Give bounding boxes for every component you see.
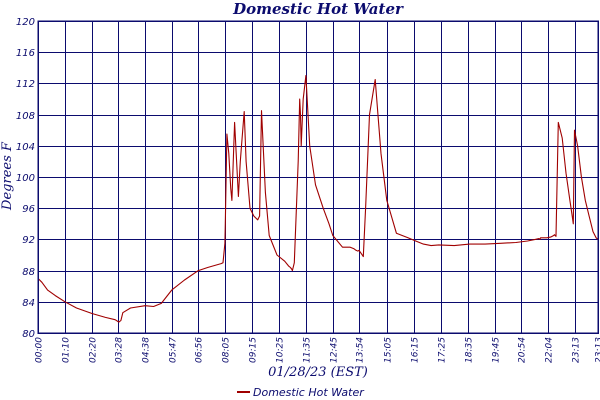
y-tick-label: 96 [22, 204, 35, 215]
x-tick-label: 18:35 [465, 337, 475, 363]
plot-frame [37, 20, 599, 334]
series-layer [37, 75, 599, 323]
x-tick-label: 15:05 [384, 337, 394, 363]
y-tick-label: 80 [22, 329, 35, 340]
x-axis-label: 01/28/23 (EST) [268, 365, 368, 380]
x-tick-label: 04:38 [142, 337, 152, 363]
x-tick-label: 11:35 [303, 337, 313, 363]
x-tick-label: 19:45 [492, 337, 502, 363]
y-tick-label: 92 [22, 235, 35, 246]
x-tick-label: 05:47 [169, 337, 179, 363]
x-tick-label: 02:20 [89, 337, 99, 363]
x-tick-label: 08:05 [222, 337, 232, 363]
x-tick-label: 12:45 [330, 337, 340, 363]
x-tick-label: 13:54 [356, 337, 366, 363]
x-tick-label: 22:04 [545, 337, 555, 363]
grid [38, 21, 599, 334]
y-tick-label: 116 [16, 48, 35, 59]
legend-label: Domestic Hot Water [253, 386, 365, 399]
y-tick-label: 108 [16, 111, 35, 122]
series-line [37, 75, 599, 323]
x-tick-label: 20:54 [518, 337, 528, 363]
y-tick-label: 100 [16, 173, 35, 184]
x-tick-label: 06:56 [195, 337, 205, 363]
x-axis-ticks: 00:00 01:10 02:20 03:28 04:38 05:47 06:56 08:05… [35, 337, 600, 363]
x-tick-label: 03:28 [115, 337, 125, 363]
x-tick-label: 01:10 [62, 337, 72, 363]
x-tick-label: 10:25 [276, 337, 286, 363]
x-tick-label: 23:13 [572, 337, 582, 363]
x-tick-label: 16:15 [411, 337, 421, 363]
y-tick-label: 104 [16, 142, 35, 153]
y-tick-label: 112 [16, 79, 35, 90]
x-tick-label: 09:15 [249, 337, 259, 363]
y-tick-label: 120 [16, 17, 35, 28]
y-axis-ticks: 80 84 88 92 96 100 104 108 112 116 120 [16, 17, 35, 340]
y-axis-label: Degrees F [0, 141, 15, 211]
x-tick-label: 17:25 [438, 337, 448, 363]
legend: Domestic Hot Water [237, 386, 365, 399]
x-tick-label: 00:00 [35, 337, 45, 363]
y-tick-label: 84 [22, 298, 35, 309]
x-tick-label: 23:13 [595, 337, 600, 363]
chart-title: Domestic Hot Water [232, 0, 404, 18]
y-tick-label: 88 [22, 267, 35, 278]
